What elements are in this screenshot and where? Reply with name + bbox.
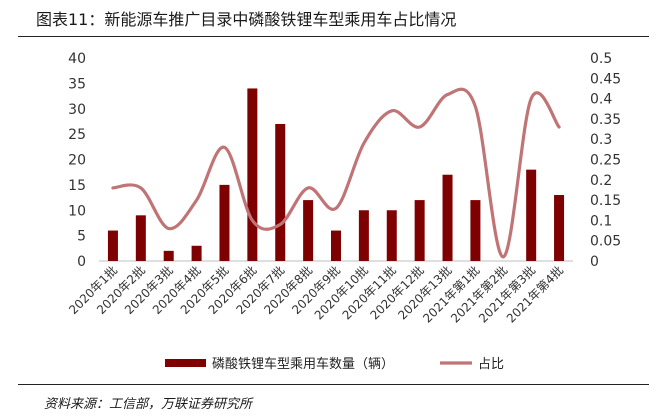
right-tick-label: 0 [590,254,599,270]
legend-line-label: 占比 [478,357,504,372]
left-tick-label: 10 [68,203,86,219]
left-tick-label: 40 [68,51,86,67]
legend: 磷酸铁锂车型乘用车数量（辆） 占比 [165,356,504,372]
x-axis-labels: 2020年1批2020年2批2020年3批2020年4批2020年5批2020年… [65,263,566,326]
left-tick-label: 15 [68,178,86,194]
bar [331,230,341,261]
right-tick-label: 0.4 [590,92,612,108]
left-tick-label: 20 [68,153,86,169]
bar [470,200,481,261]
footer-divider [18,384,649,385]
bar [554,195,565,261]
right-tick-label: 0.45 [590,71,621,87]
bar [107,230,118,261]
bar [303,200,314,261]
right-tick-label: 0.5 [590,51,612,67]
bar [442,174,453,261]
bar [414,200,425,261]
left-tick-label: 25 [68,127,86,143]
legend-bar-swatch [165,359,206,367]
left-tick-label: 5 [77,229,86,245]
right-axis-ticks: 0 0.05 0.1 0.15 0.2 0.25 0.3 0.35 0.4 0.45 0.5 [590,51,621,270]
bar [358,210,369,261]
bar [163,250,174,261]
left-tick-label: 0 [77,254,86,270]
bar [135,215,146,261]
source-note: 资料来源：工信部，万联证券研究所 [44,397,253,412]
right-tick-label: 0.2 [590,173,612,189]
right-tick-label: 0.3 [590,132,612,148]
bar [247,88,258,261]
right-tick-label: 0.15 [590,193,621,209]
bar [191,245,202,261]
title-divider [18,36,649,37]
right-tick-label: 0.35 [590,112,621,128]
bar [386,210,397,261]
left-tick-label: 30 [68,102,86,118]
bar [219,184,230,261]
bar [275,123,286,261]
right-tick-label: 0.05 [590,234,621,250]
left-axis-ticks: 0 5 10 15 20 25 30 35 40 [68,51,86,270]
bar-series [107,88,565,261]
right-tick-label: 0.1 [590,213,612,229]
chart-title: 图表11：新能源车推广目录中磷酸铁锂车型乘用车占比情况 [36,10,457,29]
right-tick-label: 0.25 [590,153,621,169]
ratio-line [111,87,561,259]
left-tick-label: 35 [68,76,86,92]
legend-bar-label: 磷酸铁锂车型乘用车数量（辆） [212,356,394,372]
bar [526,169,537,261]
